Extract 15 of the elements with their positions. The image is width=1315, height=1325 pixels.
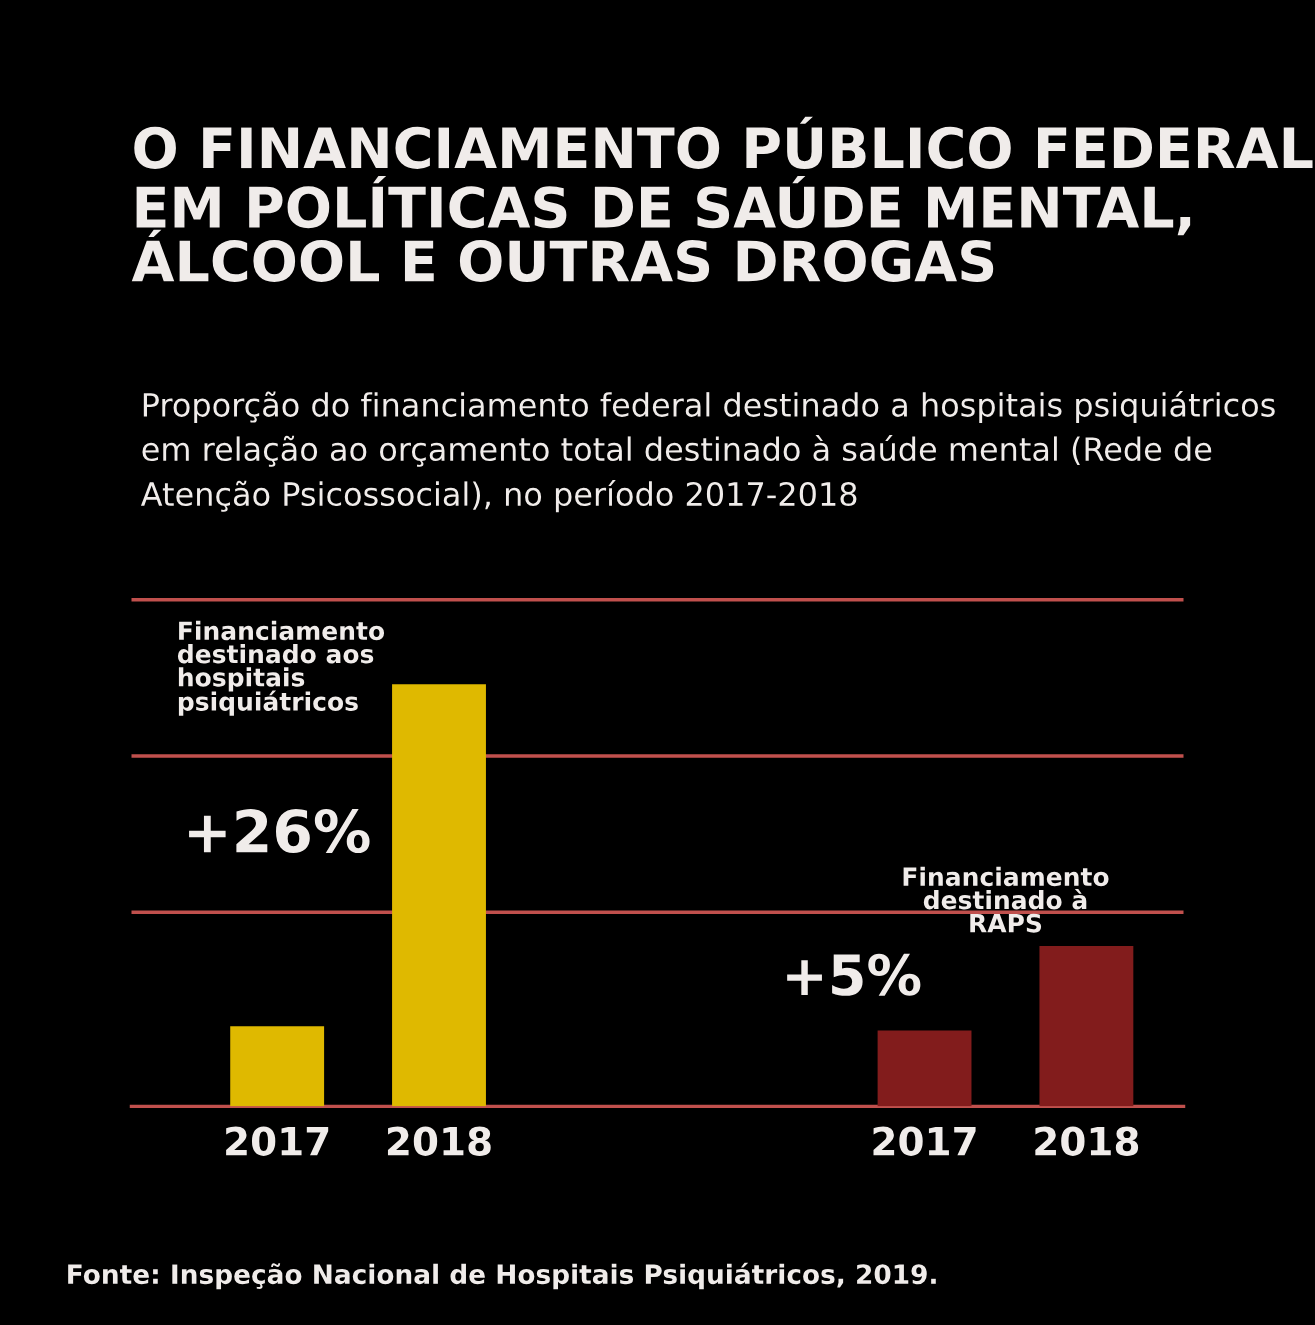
series-label: Financiamento destinado à RAPS <box>903 866 1109 933</box>
x-tick-label: 2017 <box>873 1126 976 1156</box>
source-note: Fonte: Inspeção Nacional de Hospitais Psiquiátricos, 2019. <box>68 1262 936 1290</box>
x-tick-label: 2018 <box>1035 1126 1139 1156</box>
bar <box>877 1030 972 1107</box>
chart-subtitle: Proporção do financiamento federal destinado a hospitais psiquiátricos em relação ao orçamento total destinado à saúde mental (Rede de Atenção Psicossocial), no período 2017-2018 <box>140 390 1275 513</box>
series-label: Financiamento destinado aos hospitais psiquiátricos <box>177 620 385 716</box>
x-tick-label: 2017 <box>226 1126 329 1156</box>
bar <box>230 1026 325 1107</box>
x-tick-label: 2018 <box>387 1126 491 1156</box>
annotation: +26% <box>189 808 370 854</box>
annotation: +5% <box>787 953 921 996</box>
chart-title: O FINANCIAMENTO PÚBLICO FEDERAL EM POLÍTICAS DE SAÚDE MENTAL, ÁLCOOL E OUTRAS DROGAS <box>131 116 1313 282</box>
bar <box>1039 945 1134 1107</box>
bar <box>392 684 486 1107</box>
